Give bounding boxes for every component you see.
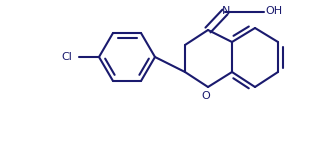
Text: OH: OH [265,6,282,16]
Text: O: O [202,91,210,101]
Text: N: N [222,6,230,16]
Text: Cl: Cl [61,52,73,62]
